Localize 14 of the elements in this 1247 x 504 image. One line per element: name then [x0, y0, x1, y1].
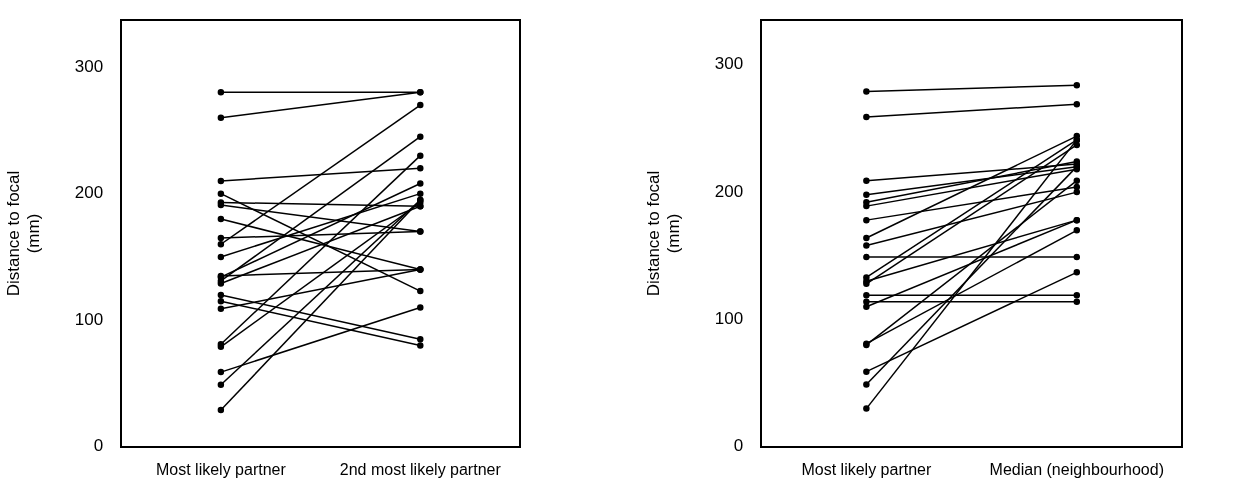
y-tick-label: 300: [74, 56, 104, 76]
y-axis-title: Distance to focal (mm): [643, 170, 684, 297]
x-tick-label: 2nd most likely partner: [339, 460, 502, 478]
x-tick-label: Most likely partner: [155, 460, 287, 478]
x-tick-label: Most likely partner: [801, 460, 932, 478]
x-tick-label: Median (neighbourhood): [989, 460, 1164, 478]
y-tick-label: 200: [714, 181, 744, 201]
y-tick-label: 100: [714, 309, 744, 329]
y-axis-title: Distance to focal (mm): [3, 170, 44, 297]
y-tick-label: 200: [74, 183, 104, 203]
y-tick-label: 300: [714, 54, 744, 74]
y-tick-label: 100: [74, 309, 104, 329]
y-tick-label: 0: [733, 436, 744, 456]
y-tick-label: 0: [93, 436, 104, 456]
